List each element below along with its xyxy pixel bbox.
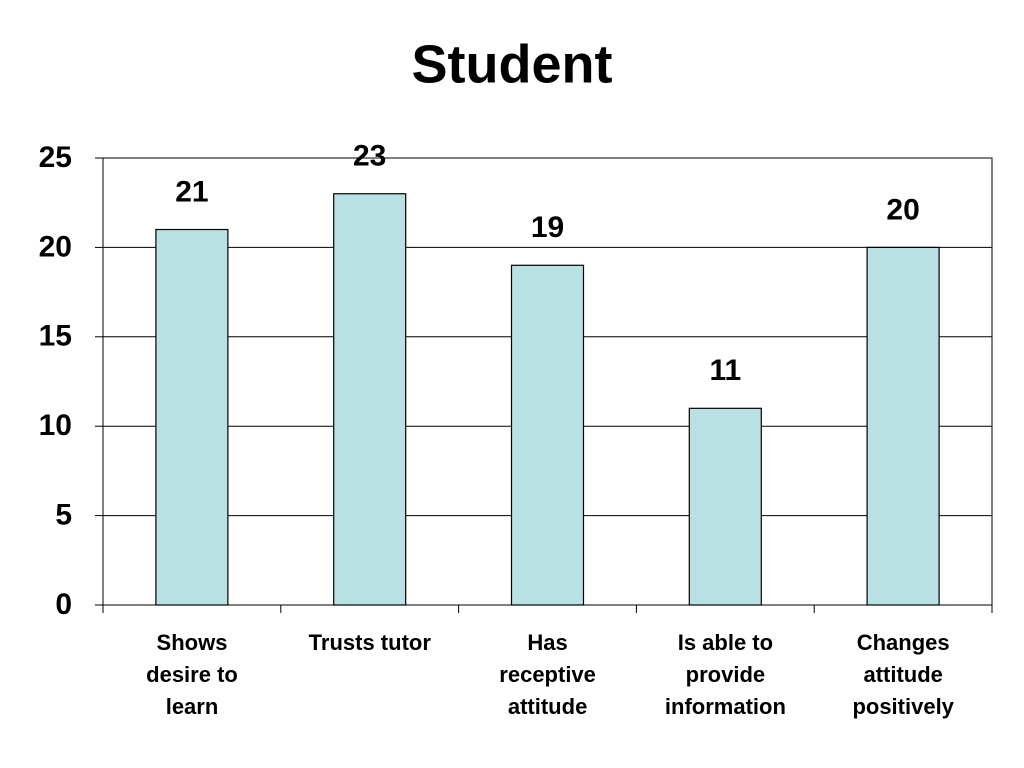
y-tick-label: 20 bbox=[39, 230, 72, 263]
x-tick-label: Trusts tutor bbox=[308, 630, 431, 655]
x-tick-label: Is able to provide information bbox=[664, 630, 786, 719]
y-tick-label: 15 bbox=[39, 320, 72, 353]
x-tick-label: Changes attitude positively bbox=[852, 630, 954, 719]
bar bbox=[333, 193, 407, 606]
bar bbox=[688, 407, 762, 606]
bar bbox=[866, 246, 940, 606]
y-tick-label: 10 bbox=[39, 409, 72, 442]
data-label: 19 bbox=[531, 211, 564, 244]
y-tick-label: 5 bbox=[55, 499, 72, 532]
x-tick-label: Has receptive attitude bbox=[499, 630, 596, 719]
data-label: 11 bbox=[709, 354, 741, 387]
data-label: 21 bbox=[175, 175, 208, 208]
bar bbox=[510, 264, 585, 606]
data-label: 23 bbox=[353, 140, 386, 173]
x-tick-label: Shows desire to learn bbox=[146, 630, 238, 719]
y-tick-label: 25 bbox=[39, 141, 72, 174]
y-tick-label: 0 bbox=[55, 588, 72, 621]
bar bbox=[155, 228, 229, 606]
data-label: 20 bbox=[886, 193, 919, 226]
chart-title: Student bbox=[412, 34, 613, 94]
